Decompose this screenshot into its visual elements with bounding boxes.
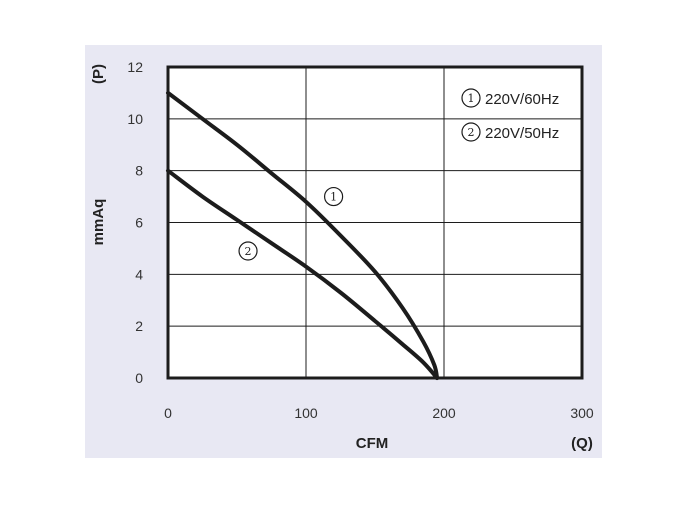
y-axis-label: mmAq [90,199,107,246]
grid-lines [168,67,582,378]
legend-marker-number: 1 [468,92,475,105]
marker-number: 2 [245,245,252,258]
x-tick-labels: 0 100 200 300 [164,405,594,421]
y-tick-label: 0 [135,370,143,386]
y-tick-label: 4 [135,266,143,282]
legend-entry-2: 2 220V/50Hz [461,122,559,142]
marker-number: 1 [330,191,337,204]
x-axis-label: CFM [356,435,389,452]
curve-marker-2: 2 [238,241,258,261]
series-line-1 [166,90,440,380]
plot-frame [166,65,584,380]
y-tick-label: 12 [127,59,143,75]
curve-markers: 12 [238,186,344,261]
series-line-2 [166,168,440,380]
legend-marker-number: 2 [468,126,475,139]
legend-marker-circle [461,122,481,142]
legend-marker-circle [461,88,481,108]
y-tick-label: 10 [127,111,143,127]
legend-label: 220V/50Hz [485,125,559,142]
y-tick-label: 6 [135,215,143,231]
legend-label: 220V/60Hz [485,91,559,108]
x-tick-label: 300 [570,405,594,421]
y-unit-label: (P) [90,64,107,84]
legend: 1 220V/60Hz 2 220V/50Hz [461,88,559,142]
x-tick-label: 200 [432,405,456,421]
y-tick-labels: 0 2 4 6 8 10 12 [127,59,143,386]
y-tick-label: 2 [135,318,143,334]
marker-circle [324,186,344,207]
curve-marker-1: 1 [324,186,344,207]
y-tick-label: 8 [135,163,143,179]
series-lines [166,90,440,380]
marker-circle [238,241,258,261]
x-unit-label: (Q) [571,435,593,452]
legend-entry-1: 1 220V/60Hz [461,88,559,108]
x-tick-label: 0 [164,405,172,421]
x-tick-label: 100 [294,405,318,421]
